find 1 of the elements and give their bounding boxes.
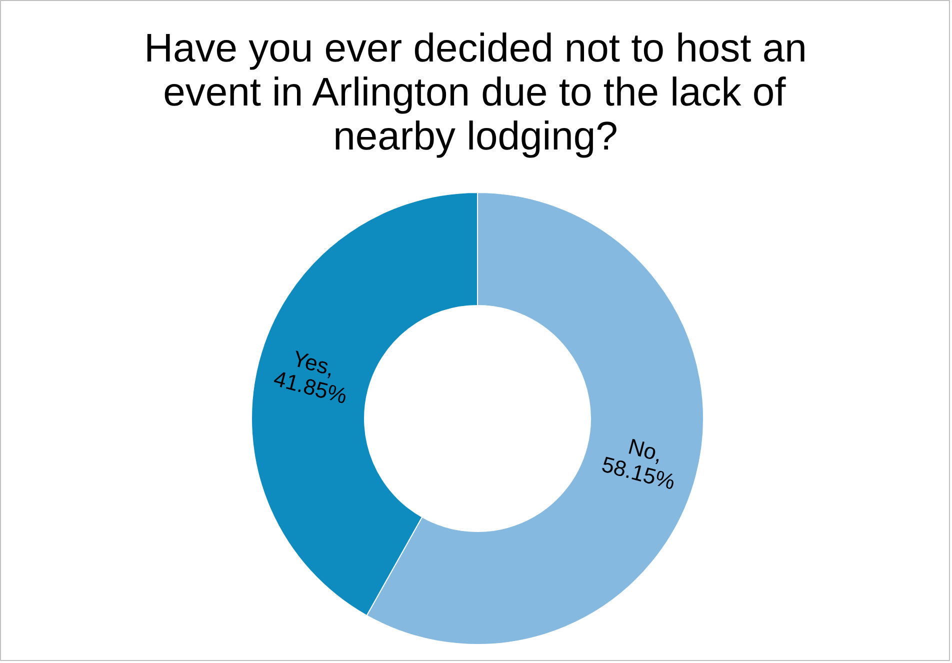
chart-title: Have you ever decided not to host an event in Arlington due to the lack of nearby lodging? [144,26,807,158]
